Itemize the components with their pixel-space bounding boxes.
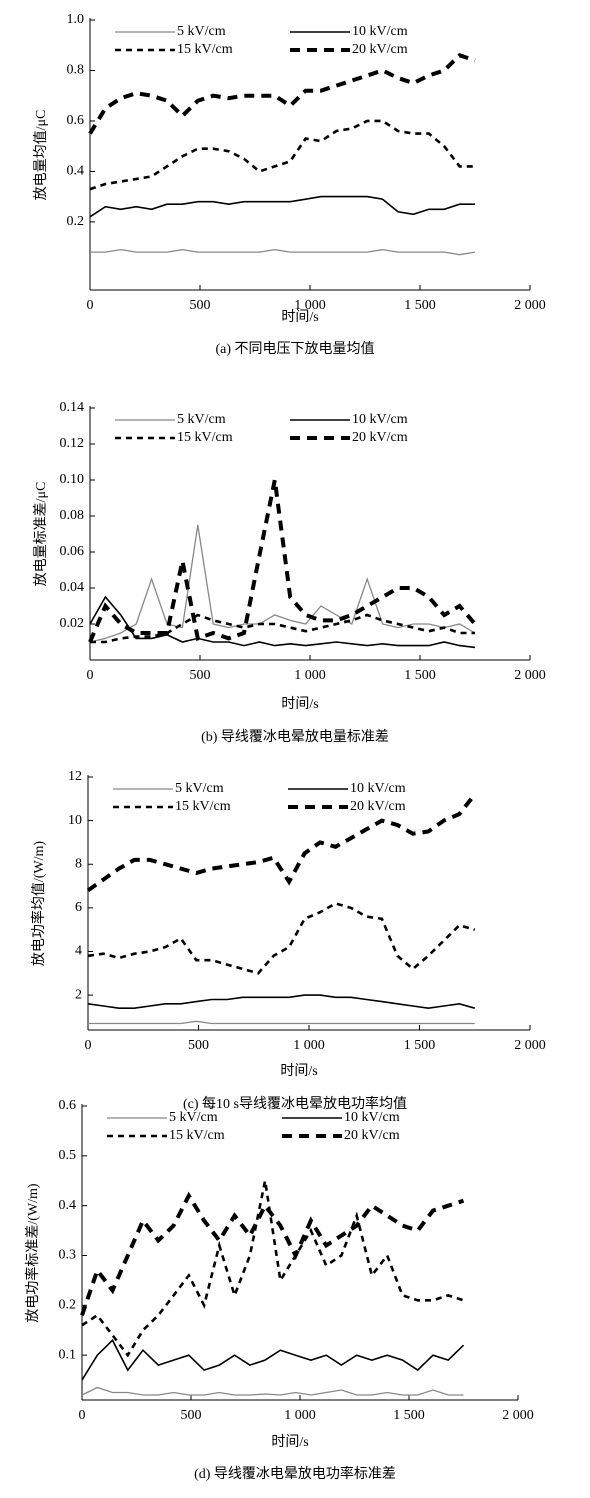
caption: (c) 每10 s导线覆冰电晕放电功率均值 [183,1095,407,1112]
series-line [87,902,476,975]
y-axis-label: 放电量标准差/μC [33,482,49,587]
x-tick-label: 1 500 [404,298,436,313]
x-axis-label: 时间/s [281,309,318,325]
y-tick-label: 0.04 [60,580,85,595]
y-tick-label: 0.12 [60,436,85,451]
y-tick-label: 0.4 [67,164,85,179]
x-tick-label: 1 000 [294,668,326,683]
y-tick-label: 0.2 [67,214,85,229]
series-line [90,613,475,644]
x-tick-label: 1 000 [293,1038,325,1053]
legend-label: 10 kV/cm [344,1110,400,1125]
caption: (b) 导线覆冰电晕放电量标准差 [201,729,389,745]
y-tick-label: 10 [68,813,82,828]
legend-label: 5 kV/cm [169,1110,218,1125]
legend-label: 5 kV/cm [177,24,226,39]
y-tick-label: 0.02 [60,616,85,631]
x-tick-label: 500 [190,298,211,313]
legend-label: 5 kV/cm [177,412,226,427]
y-axis-label: 放电量均值/μC [33,110,49,201]
legend-label: 20 kV/cm [352,42,408,57]
y-tick-label: 0.08 [60,508,85,523]
series-line [88,53,476,135]
y-axis-label: 放电功率均值/(W/m) [30,841,47,967]
x-tick-label: 0 [79,1408,86,1423]
x-axis-label: 时间/s [281,696,318,712]
series-line [81,1180,464,1358]
series-line [89,119,475,191]
x-tick-label: 500 [190,668,211,683]
y-tick-label: 0.6 [67,113,85,128]
x-tick-label: 0 [85,1038,92,1053]
series-line [81,1338,465,1381]
caption: (a) 不同电压下放电量均值 [215,341,374,357]
legend-label: 15 kV/cm [175,799,231,814]
y-tick-label: 0.10 [60,472,85,487]
y-tick-label: 0.1 [59,1347,77,1362]
y-tick-label: 0.4 [59,1198,77,1213]
x-tick-label: 1 000 [294,298,326,313]
y-tick-label: 0.5 [59,1148,77,1163]
x-tick-label: 500 [188,1038,209,1053]
series-line [87,994,476,1010]
y-axis-label: 放电功率标准差/(W/m) [24,1183,41,1323]
legend-label: 10 kV/cm [350,781,406,796]
y-tick-label: 0.6 [59,1098,77,1113]
x-tick-label: 1 000 [284,1408,316,1423]
series-line [86,793,477,893]
series-line [89,195,475,218]
y-tick-label: 1.0 [67,12,85,27]
series-line [80,1191,465,1316]
series-line [90,248,476,256]
x-axis-label: 时间/s [280,1063,317,1079]
x-tick-label: 2 000 [514,1038,546,1053]
x-tick-label: 1 500 [393,1408,425,1423]
series-line [88,1020,475,1025]
x-tick-label: 2 000 [502,1408,534,1423]
x-tick-label: 2 000 [514,668,546,683]
legend-label: 20 kV/cm [352,430,408,445]
legend-label: 20 kV/cm [350,799,406,814]
y-tick-label: 0.14 [60,400,85,415]
series-line [89,524,476,643]
legend-label: 20 kV/cm [344,1128,400,1143]
caption: (d) 导线覆冰电晕放电功率标准差 [194,1465,396,1482]
y-tick-label: 8 [75,856,82,871]
x-tick-label: 2 000 [514,298,546,313]
legend-label: 5 kV/cm [175,781,224,796]
series-line [89,595,476,649]
x-tick-label: 500 [181,1408,202,1423]
legend-label: 15 kV/cm [169,1128,225,1143]
y-tick-label: 4 [75,944,82,959]
x-tick-label: 0 [87,298,94,313]
y-tick-label: 6 [75,900,82,915]
y-tick-label: 0.8 [67,63,85,78]
y-tick-label: 0.2 [59,1298,77,1313]
series-line [81,1386,464,1396]
y-tick-label: 12 [68,769,82,784]
legend-label: 10 kV/cm [352,24,408,39]
x-axis-label: 时间/s [271,1434,308,1450]
series-line [88,479,477,643]
x-tick-label: 0 [87,668,94,683]
y-tick-label: 2 [75,987,82,1002]
x-tick-label: 1 500 [404,1038,436,1053]
legend-label: 15 kV/cm [177,430,233,445]
x-tick-label: 1 500 [404,668,436,683]
legend-label: 15 kV/cm [177,42,233,57]
y-tick-label: 0.3 [59,1248,77,1263]
legend-label: 10 kV/cm [352,412,408,427]
y-tick-label: 0.06 [60,544,85,559]
